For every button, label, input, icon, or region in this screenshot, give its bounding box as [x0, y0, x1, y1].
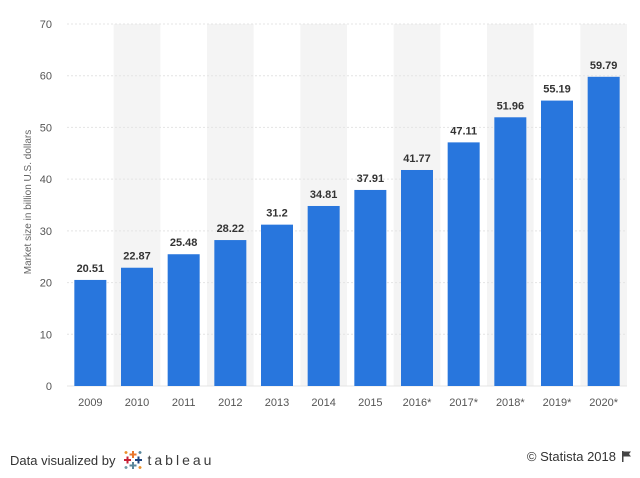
x-tick-label: 2020*	[589, 397, 618, 409]
bar-value-label: 41.77	[403, 153, 431, 165]
flag-icon	[622, 451, 631, 462]
bar-value-labels: 20.51 22.87 25.48 28.22 31.2 34.81 37.91 41.77 4…	[77, 60, 618, 275]
x-tick-label: 2013	[265, 397, 289, 409]
bar-value-label: 51.96	[497, 100, 525, 112]
bar-value-label: 20.51	[77, 263, 105, 275]
x-tick-label: 2014	[311, 397, 335, 409]
bar-2019*[interactable]	[541, 100, 573, 386]
bar-2016*[interactable]	[401, 169, 433, 386]
y-tick-label: 70	[40, 19, 52, 31]
bar-value-label: 47.11	[450, 125, 477, 137]
y-tick-label: 20	[40, 278, 52, 290]
bar-2017*[interactable]	[447, 142, 480, 386]
x-tick-label: 2017*	[449, 397, 478, 409]
y-tick-label: 0	[46, 381, 52, 393]
y-axis-ticks: 0 10 20 30 40 50 60 70	[40, 19, 52, 393]
y-axis-title: Market size in billion U.S. dollars	[23, 130, 34, 275]
x-tick-label: 2010	[125, 397, 149, 409]
bar-2018*[interactable]	[494, 117, 527, 386]
copyright-text: © Statista 2018	[526, 449, 616, 464]
x-tick-label: 2018*	[496, 397, 525, 409]
bar-2009[interactable]	[74, 279, 107, 386]
bar-2013[interactable]	[261, 224, 293, 386]
bar-chart: 0 10 20 30 40 50 60 70 20.51 22.87 25.48 28.22 31.2…	[23, 19, 627, 409]
tableau-wordmark: tableau	[147, 452, 215, 468]
bar-2015[interactable]	[354, 189, 387, 386]
bar-value-label: 59.79	[590, 60, 618, 72]
y-tick-label: 30	[40, 226, 52, 238]
x-axis-ticks: 2009 2010 2011 2012 2013 2014 2015 2016* 2017* 20…	[78, 397, 619, 409]
y-tick-label: 60	[40, 71, 52, 83]
gridlines	[67, 23, 627, 387]
bars	[74, 76, 620, 386]
statista-credit[interactable]: © Statista 2018	[527, 449, 632, 464]
x-tick-label: 2011	[172, 397, 196, 409]
tableau-logo-icon	[123, 451, 142, 469]
bar-value-label: 22.87	[123, 251, 151, 263]
bar-2020*[interactable]	[587, 76, 620, 386]
bar-2011[interactable]	[167, 254, 200, 386]
tableau-credit[interactable]: Data visualized by tableau	[10, 449, 214, 471]
bar-value-label: 37.91	[357, 173, 385, 185]
bar-value-label: 55.19	[543, 84, 571, 96]
y-tick-label: 40	[40, 174, 52, 186]
bar-value-label: 25.48	[170, 237, 198, 249]
bar-2014[interactable]	[307, 205, 340, 386]
bar-value-label: 31.2	[266, 208, 287, 220]
y-tick-label: 50	[40, 122, 52, 134]
bar-2010[interactable]	[121, 267, 153, 386]
bar-value-label: 34.81	[310, 189, 338, 201]
x-tick-label: 2012	[218, 397, 242, 409]
bar-2012[interactable]	[214, 240, 247, 386]
credit-text: Data visualized by	[10, 452, 116, 468]
bar-value-label: 28.22	[217, 223, 245, 235]
x-tick-label: 2015	[358, 397, 382, 409]
y-tick-label: 10	[40, 329, 52, 341]
x-tick-label: 2016*	[403, 397, 432, 409]
x-tick-label: 2019*	[543, 397, 572, 409]
x-tick-label: 2009	[78, 397, 102, 409]
